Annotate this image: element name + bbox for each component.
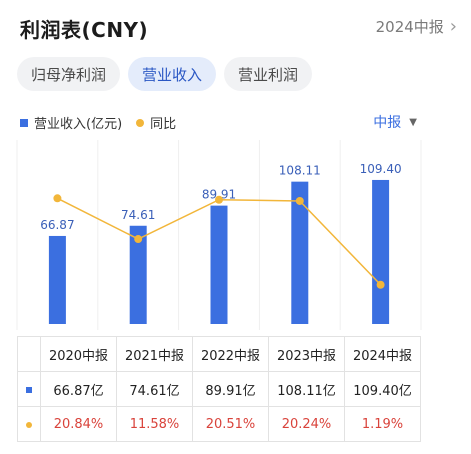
data-table: 2020中报 2021中报 2022中报 2023中报 2024中报 66.87… (17, 336, 421, 442)
frequency-label: 中报 (373, 115, 402, 131)
table-header-cell: 2023中报 (268, 336, 345, 372)
revenue-bar[interactable] (210, 205, 228, 324)
dot-marker-icon (17, 406, 41, 442)
yoy-point[interactable] (134, 235, 143, 244)
tab-net-profit[interactable]: 归母净利润 (17, 57, 121, 91)
revenue-bar[interactable] (48, 235, 66, 324)
card-header: 利润表(CNY) 2024中报 › (20, 12, 459, 42)
revenue-bar[interactable] (291, 181, 309, 324)
bar-value-label: 66.87 (40, 218, 74, 232)
table-cell: 20.51% (192, 406, 269, 442)
tab-revenue[interactable]: 营业收入 (128, 57, 217, 91)
line-legend-label: 同比 (150, 117, 177, 132)
yoy-point[interactable] (53, 194, 62, 203)
table-cell: 89.91亿 (192, 371, 269, 407)
bar-value-label: 74.61 (121, 208, 155, 222)
tab-operating-profit[interactable]: 营业利润 (224, 57, 313, 91)
table-corner (17, 336, 41, 372)
frequency-dropdown[interactable]: 中报 ▼ (373, 112, 417, 132)
yoy-point[interactable] (215, 195, 223, 204)
bar-value-label: 109.40 (360, 162, 402, 176)
period-selector[interactable]: 2024中报 › (376, 16, 457, 37)
caret-down-icon: ▼ (409, 116, 417, 128)
bar-legend-label: 营业收入(亿元) (34, 117, 123, 132)
table-cell: 74.61亿 (116, 371, 193, 407)
table-header-row: 2020中报 2021中报 2022中报 2023中报 2024中报 (17, 336, 421, 372)
table-cell: 1.19% (344, 406, 421, 442)
metric-tabs: 归母净利润 营业收入 营业利润 (17, 57, 313, 91)
table-cell: 11.58% (116, 406, 193, 442)
revenue-bar[interactable] (372, 179, 390, 324)
table-row-yoy: 20.84% 11.58% 20.51% 20.24% 1.19% (17, 406, 421, 442)
table-cell: 66.87亿 (40, 371, 117, 407)
bar-legend-swatch (20, 118, 28, 127)
revenue-chart: 66.87 74.61 89.91 108.11 109.40 (16, 140, 422, 330)
table-header-cell: 2024中报 (344, 336, 421, 372)
yoy-point[interactable] (295, 196, 304, 205)
table-cell: 20.84% (40, 406, 117, 442)
revenue-bar[interactable] (129, 225, 147, 324)
table-cell: 20.24% (268, 406, 345, 442)
chevron-right-icon: › (449, 16, 457, 37)
table-cell: 108.11亿 (268, 371, 345, 407)
table-row-revenue: 66.87亿 74.61亿 89.91亿 108.11亿 109.40亿 (17, 371, 421, 407)
bar-value-label: 89.91 (202, 188, 236, 202)
card-title: 利润表(CNY) (20, 18, 149, 42)
line-legend-swatch (136, 118, 145, 127)
chart-legend: 营业收入(亿元) 同比 (20, 113, 176, 132)
yoy-point[interactable] (376, 280, 385, 289)
table-cell: 109.40亿 (344, 371, 421, 407)
table-header-cell: 2022中报 (192, 336, 269, 372)
period-label: 2024中报 (375, 18, 444, 36)
bar-marker-icon (17, 371, 41, 407)
table-header-cell: 2021中报 (116, 336, 193, 372)
bar-value-label: 108.11 (279, 164, 321, 178)
table-header-cell: 2020中报 (40, 336, 117, 372)
